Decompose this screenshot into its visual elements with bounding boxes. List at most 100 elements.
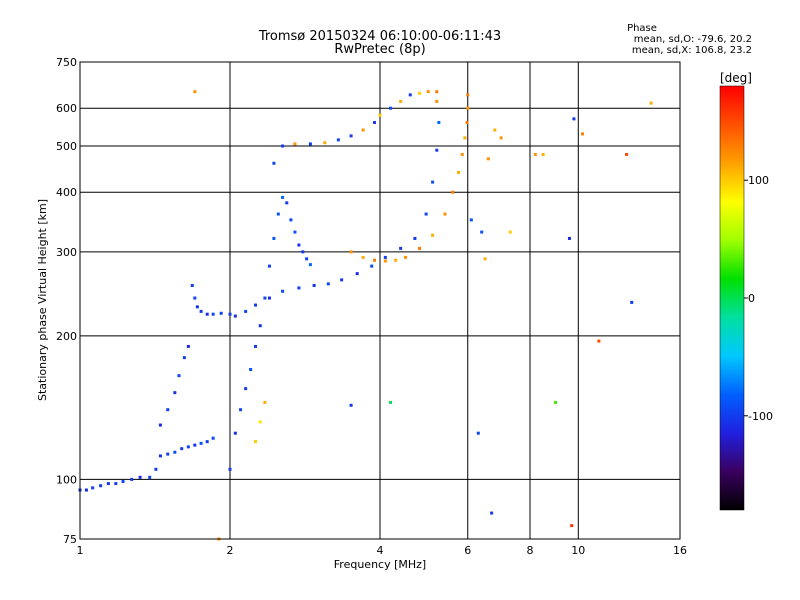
echo-point (253, 344, 257, 348)
grid (80, 62, 680, 539)
echo-point (219, 311, 223, 315)
phase-header: Phase (627, 23, 657, 34)
echo-point (625, 152, 629, 156)
x-tick-label: 4 (377, 544, 384, 557)
echo-point (424, 212, 428, 216)
echo-point (476, 431, 480, 435)
echo-point (323, 141, 327, 145)
echo-point (469, 218, 473, 222)
x-tick-label: 2 (227, 544, 234, 557)
echo-point (154, 467, 158, 471)
colorbar (719, 85, 745, 511)
echo-point (394, 258, 398, 262)
echo-point (465, 121, 469, 125)
echo-point (228, 467, 232, 471)
echo-point (553, 400, 557, 404)
phase-stat-x: mean, sd,X: 106.8, 23.2 (632, 45, 752, 56)
y-axis-label: Stationary phase Virtual Height [km] (36, 199, 49, 401)
echo-point (233, 431, 237, 435)
echo-point (437, 121, 441, 125)
echo-point (326, 282, 330, 286)
echo-point (91, 486, 95, 490)
echo-point (340, 278, 344, 282)
echo-point (114, 482, 118, 486)
echo-point (312, 283, 316, 287)
echo-point (199, 441, 203, 445)
x-tick-label: 6 (464, 544, 471, 557)
echo-point (336, 138, 340, 142)
x-tick-label: 1 (77, 544, 84, 557)
echo-point (253, 303, 257, 307)
echo-point (483, 257, 487, 261)
echo-point (267, 264, 271, 268)
echo-point (490, 511, 494, 515)
x-tick-labels: 1 2 4 6 8 10 16 (77, 544, 688, 557)
echo-point (370, 264, 374, 268)
echo-point (193, 443, 197, 447)
echo-point (148, 475, 152, 479)
echo-point (272, 161, 276, 165)
echo-point (417, 246, 421, 250)
chart-subtitle: RwPretec (8p) (334, 42, 425, 57)
x-tick-label: 16 (673, 544, 687, 557)
echo-point (199, 309, 203, 313)
echo-point (121, 479, 125, 483)
colorbar-tick-label: 0 (748, 292, 755, 305)
echo-point (173, 391, 177, 395)
x-tick-label: 8 (527, 544, 534, 557)
echo-point (378, 113, 382, 117)
echo-point (281, 289, 285, 293)
echo-point (263, 400, 267, 404)
echo-point (195, 305, 199, 309)
echo-point (597, 339, 601, 343)
x-axis-label: Frequency [MHz] (334, 558, 426, 571)
echo-point (158, 423, 162, 427)
echo-point (249, 367, 253, 371)
y-tick-label: 75 (63, 533, 77, 546)
echo-point (166, 452, 170, 456)
echo-point (205, 312, 209, 316)
echo-point (361, 128, 365, 132)
y-tick-label: 200 (56, 330, 77, 343)
echo-point (355, 272, 359, 276)
echo-point (435, 148, 439, 152)
echo-point (99, 484, 103, 488)
colorbar-tick-label: 100 (748, 174, 769, 187)
echo-point (399, 246, 403, 250)
echo-point (426, 90, 430, 94)
echo-point (293, 230, 297, 234)
echo-point (244, 309, 248, 313)
echo-point (399, 99, 403, 103)
echo-point (293, 142, 297, 146)
echo-point (186, 445, 190, 449)
echo-point (466, 106, 470, 110)
echo-point (166, 408, 170, 412)
echo-point (158, 454, 162, 458)
echo-point (308, 263, 312, 267)
echo-point (383, 259, 387, 263)
echo-point (186, 344, 190, 348)
echo-point (493, 128, 497, 132)
echo-point (413, 236, 417, 240)
echo-point (649, 101, 653, 105)
echo-point (177, 374, 181, 378)
scatter-points (78, 90, 653, 541)
echo-point (435, 99, 439, 103)
echo-point (630, 300, 634, 304)
colorbar-ticks: 100 0 -100 (744, 174, 773, 423)
echo-point (408, 93, 412, 97)
echo-point (541, 152, 545, 156)
plot-frame (79, 61, 681, 540)
echo-point (463, 136, 467, 140)
echo-point (451, 190, 455, 194)
colorbar-label: [deg] (720, 71, 752, 85)
echo-point (460, 152, 464, 156)
y-tick-label: 300 (56, 246, 77, 259)
echo-point (173, 450, 177, 454)
echo-point (349, 403, 353, 407)
echo-point (190, 283, 194, 287)
colorbar-tick-label: -100 (748, 410, 773, 423)
echo-point (258, 324, 262, 328)
echo-point (431, 180, 435, 184)
